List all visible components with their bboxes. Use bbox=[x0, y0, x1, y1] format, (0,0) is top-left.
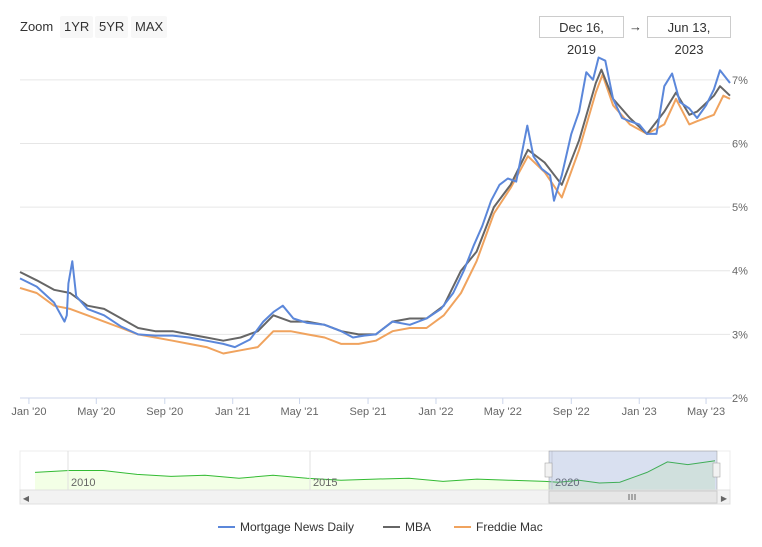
arrow-icon: → bbox=[629, 19, 642, 34]
scroll-right-arrow: ▶ bbox=[721, 494, 728, 503]
legend-item-mba[interactable]: MBA bbox=[383, 520, 431, 534]
navigator[interactable]: 2010 2015 2020 ◀ ▶ bbox=[19, 450, 731, 505]
scroll-left-arrow: ◀ bbox=[23, 494, 30, 503]
x-tick-label: Sep '20 bbox=[146, 406, 183, 418]
x-tick-label: Sep '22 bbox=[553, 406, 590, 418]
legend-item-freddie[interactable]: Freddie Mac bbox=[454, 520, 543, 534]
zoom-5yr-button[interactable]: 5YR bbox=[95, 16, 129, 38]
x-tick-label: May '20 bbox=[77, 406, 115, 418]
legend-label-mnd: Mortgage News Daily bbox=[240, 520, 355, 534]
navigator-year-label: 2020 bbox=[555, 477, 579, 489]
y-tick-label: 6% bbox=[732, 138, 748, 150]
x-tick-label: May '22 bbox=[484, 406, 522, 418]
y-tick-label: 5% bbox=[732, 202, 748, 214]
legend-label-mba: MBA bbox=[405, 520, 432, 534]
to-date-input[interactable]: Jun 13, 2023 bbox=[647, 16, 731, 57]
navigator-area bbox=[35, 460, 715, 490]
zoom-1yr-button[interactable]: 1YR bbox=[60, 16, 94, 38]
x-tick-label: Jan '23 bbox=[622, 406, 657, 418]
navigator-line bbox=[34, 460, 716, 484]
legend-label-freddie: Freddie Mac bbox=[476, 520, 543, 534]
x-tick-label: Jan '21 bbox=[215, 406, 250, 418]
navigator-right-handle bbox=[712, 462, 721, 478]
scrollbar-thumb bbox=[548, 490, 718, 504]
x-tick-label: May '21 bbox=[280, 406, 318, 418]
x-tick-label: Sep '21 bbox=[350, 406, 387, 418]
from-date-input[interactable]: Dec 16, 2019 bbox=[539, 16, 624, 57]
series-line-freddie bbox=[19, 73, 731, 355]
x-tick-label: May '23 bbox=[687, 406, 725, 418]
y-axis-labels: 2% 3% 4% 5% 6% 7% bbox=[732, 75, 748, 405]
y-tick-label: 7% bbox=[732, 75, 748, 87]
gridlines bbox=[20, 79, 730, 399]
legend-swatch-freddie bbox=[454, 526, 471, 528]
zoom-label: Zoom bbox=[20, 19, 54, 34]
zoom-max-button[interactable]: MAX bbox=[131, 16, 168, 38]
legend-swatch-mnd bbox=[218, 526, 235, 528]
series-lines bbox=[19, 56, 731, 355]
y-tick-label: 2% bbox=[732, 393, 748, 405]
x-tick-label: Jan '22 bbox=[418, 406, 453, 418]
series-line-mba bbox=[19, 68, 731, 342]
x-tick-label: Jan '20 bbox=[11, 406, 46, 418]
navigator-left-handle bbox=[544, 462, 553, 478]
series-line-mnd bbox=[19, 56, 731, 349]
navigator-year-label: 2010 bbox=[71, 477, 95, 489]
legend-swatch-mba bbox=[383, 526, 400, 528]
navigator-year-label: 2015 bbox=[313, 477, 337, 489]
y-tick-label: 3% bbox=[732, 329, 748, 341]
navigator-selection bbox=[548, 450, 718, 491]
legend-item-mnd[interactable]: Mortgage News Daily bbox=[218, 520, 354, 534]
x-axis: Jan '20 May '20 Sep '20 Jan '21 May '21 Sep '… bbox=[11, 397, 732, 418]
y-tick-label: 4% bbox=[732, 266, 748, 278]
